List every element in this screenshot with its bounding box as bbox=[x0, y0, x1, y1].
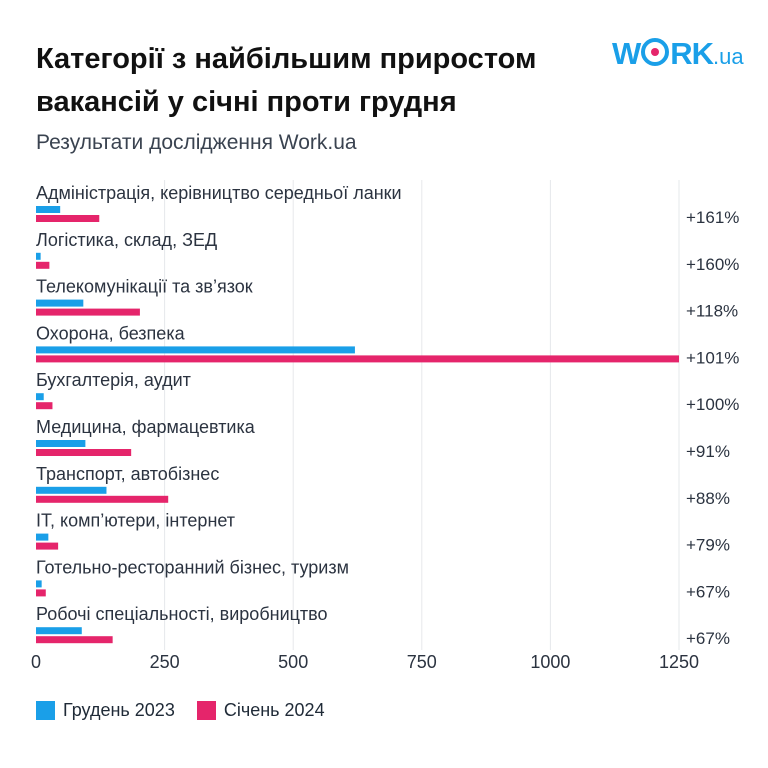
page-subtitle: Результати дослідження Work.ua bbox=[36, 131, 357, 154]
category-label: Транспорт, автобізнес bbox=[36, 464, 219, 484]
bar-dec-2023 bbox=[36, 206, 61, 213]
category-label: Готельно-ресторанний бізнес, туризм bbox=[36, 557, 349, 577]
bar-dec-2023 bbox=[36, 440, 86, 447]
legend-swatch bbox=[196, 701, 216, 720]
category-label: Медицина, фармацевтика bbox=[36, 417, 256, 437]
bar-dec-2023 bbox=[36, 627, 82, 635]
bar-jan-2024 bbox=[36, 402, 53, 410]
bar-jan-2024 bbox=[36, 589, 46, 597]
growth-label: +67% bbox=[686, 582, 730, 601]
growth-label: +161% bbox=[686, 208, 739, 227]
growth-label: +79% bbox=[686, 536, 730, 555]
x-tick-label: 750 bbox=[407, 652, 437, 672]
category-label: Логістика, склад, ЗЕД bbox=[36, 230, 217, 250]
bar-jan-2024 bbox=[36, 261, 50, 269]
growth-label: +160% bbox=[686, 255, 739, 274]
legend-item-dec-2023: Грудень 2023 bbox=[36, 700, 175, 721]
x-tick-label: 1250 bbox=[659, 652, 699, 672]
growth-label: +91% bbox=[686, 442, 730, 461]
bar-chart: 0 250 500 750 1000 1250 Адміністрація, керівни… bbox=[31, 180, 739, 672]
bar-jan-2024 bbox=[36, 636, 113, 644]
bar-jan-2024 bbox=[36, 308, 140, 316]
x-tick-label: 250 bbox=[150, 652, 180, 672]
growth-label: +100% bbox=[686, 395, 739, 414]
work-ua-logo: W RK.ua bbox=[612, 36, 744, 71]
growth-label: +118% bbox=[686, 302, 738, 321]
growth-label: +88% bbox=[686, 489, 730, 508]
bar-dec-2023 bbox=[36, 393, 44, 401]
x-tick-label: 500 bbox=[278, 652, 308, 672]
legend-label: Грудень 2023 bbox=[63, 700, 175, 720]
category-label: Робочі спеціальності, виробництво bbox=[36, 604, 328, 624]
bar-jan-2024 bbox=[36, 495, 169, 503]
bar-jan-2024 bbox=[36, 449, 132, 456]
category-label: Адміністрація, керівництво середньої лан… bbox=[36, 183, 402, 203]
bar-jan-2024 bbox=[36, 355, 679, 363]
growth-label: +67% bbox=[686, 629, 730, 648]
legend-swatch bbox=[36, 701, 55, 720]
bar-dec-2023 bbox=[36, 533, 49, 541]
category-label: Охорона, безпека bbox=[36, 323, 186, 343]
bar-dec-2023 bbox=[36, 486, 107, 494]
category-label: ІТ, комп’ютери, інтернет bbox=[36, 511, 235, 531]
bar-dec-2023 bbox=[36, 252, 41, 260]
bar-dec-2023 bbox=[36, 580, 42, 588]
x-tick-label: 0 bbox=[31, 652, 41, 672]
growth-label: +101% bbox=[686, 348, 739, 367]
category-label: Бухгалтерія, аудит bbox=[36, 370, 191, 390]
x-tick-label: 1000 bbox=[530, 652, 570, 672]
bar-jan-2024 bbox=[36, 542, 59, 550]
bar-dec-2023 bbox=[36, 299, 84, 307]
category-label: Телекомунікації та зв’язок bbox=[36, 277, 253, 297]
bar-dec-2023 bbox=[36, 346, 355, 354]
bar-jan-2024 bbox=[36, 215, 100, 222]
legend-label: Січень 2024 bbox=[223, 700, 325, 720]
legend: Грудень 2023 Січень 2024 bbox=[36, 700, 325, 721]
legend-item-jan-2024: Січень 2024 bbox=[196, 700, 325, 721]
page-title: Категорії з найбільшим приростом вакансі… bbox=[36, 43, 537, 118]
